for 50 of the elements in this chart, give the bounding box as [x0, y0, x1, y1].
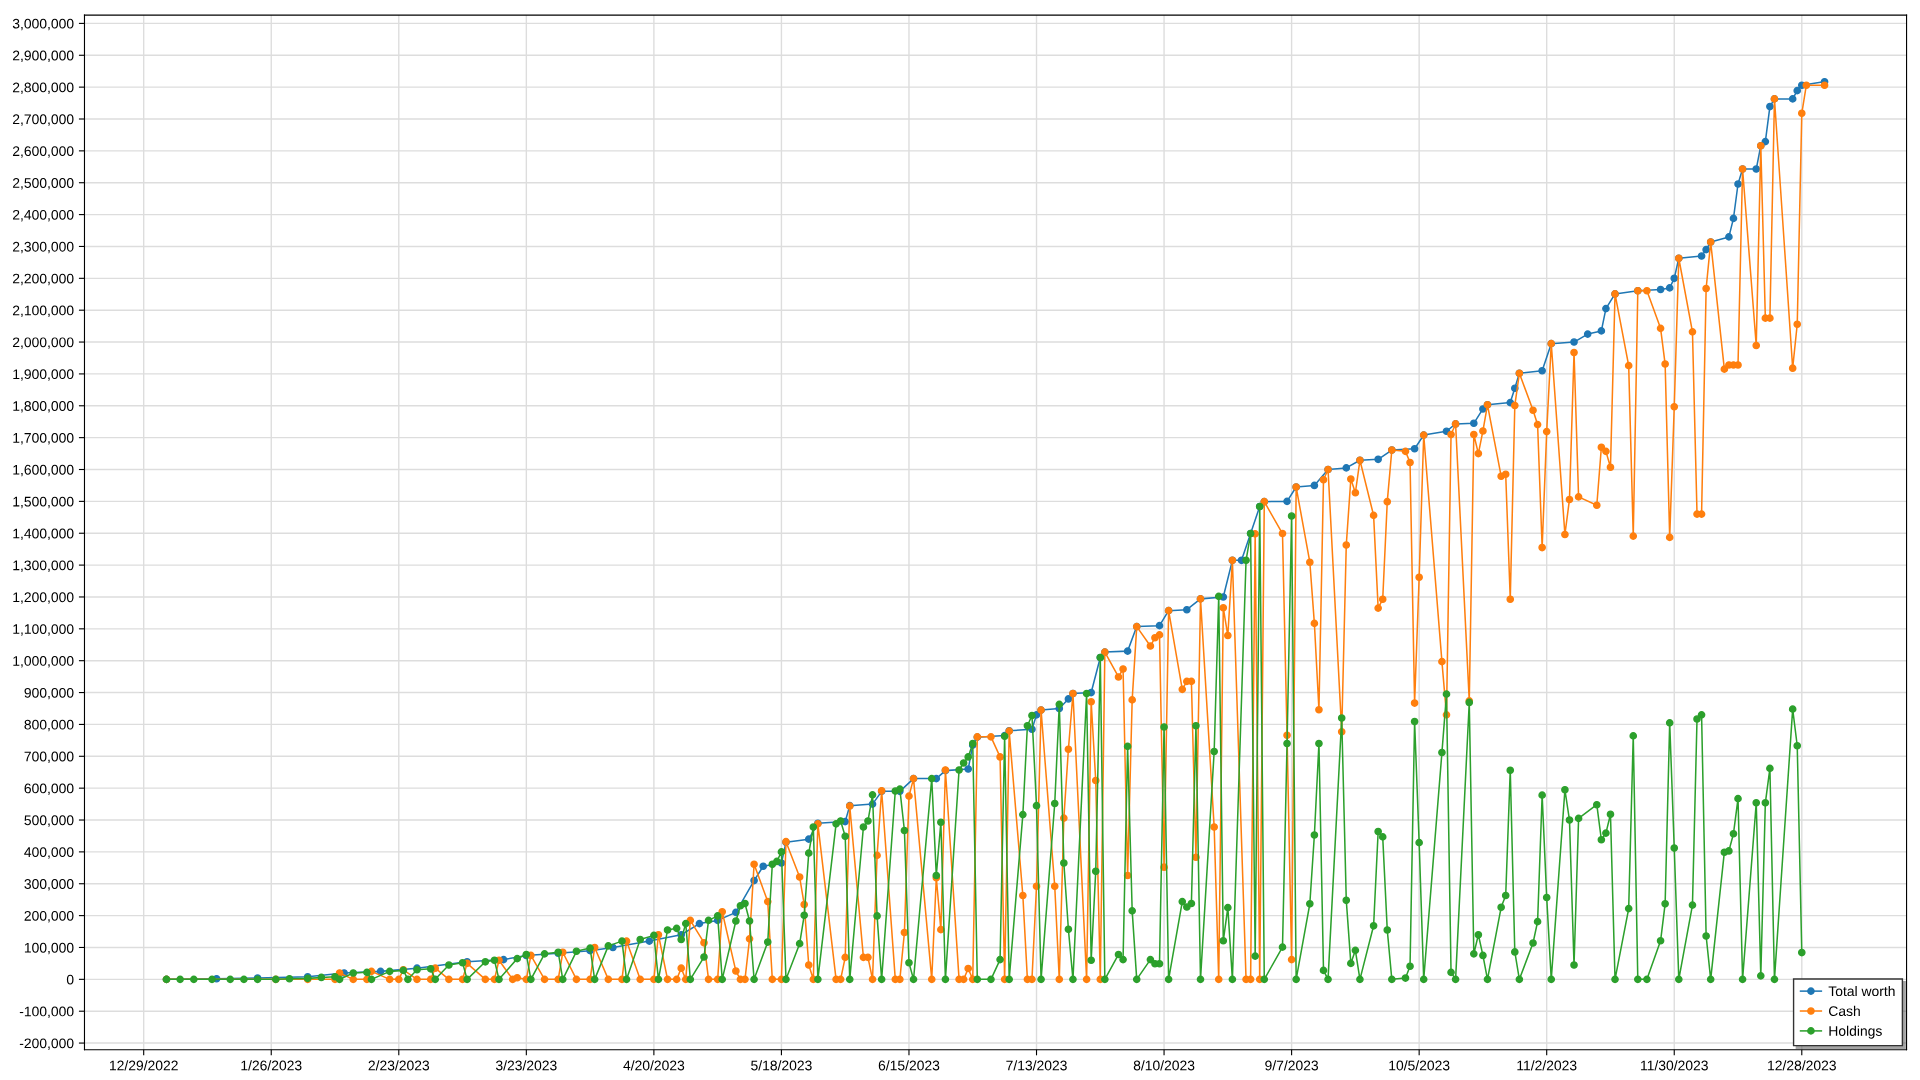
y-tick-label: 2,700,000	[12, 114, 74, 126]
x-tick-label: 12/28/2023	[1768, 1060, 1836, 1071]
x-tick-label: 11/30/2023	[1641, 1060, 1708, 1071]
y-tick-label: 2,200,000	[12, 273, 74, 286]
y-tick-label: 200,000	[24, 910, 74, 923]
y-tick-label: 300,000	[24, 879, 74, 891]
y-tick-label: 1,000,000	[13, 656, 74, 668]
y-tick-label: 2,100,000	[12, 305, 74, 317]
legend-label: Total worth	[1828, 985, 1895, 997]
y-tick-label: 3,000,000	[12, 18, 74, 31]
y-tick-label: 1,300,000	[13, 560, 74, 572]
y-tick-label: 600,000	[24, 783, 74, 795]
y-tick-label: 1,200,000	[13, 592, 74, 604]
y-tick-label: 400,000	[24, 847, 74, 859]
y-tick-label: 1,400,000	[13, 528, 74, 541]
x-tick-label: 5/18/2023	[751, 1060, 812, 1071]
x-tick-label: 10/5/2023	[1389, 1060, 1450, 1071]
x-tick-label: 8/10/2023	[1133, 1060, 1195, 1071]
y-tick-label: 0	[66, 974, 74, 985]
y-tick-label: 1,900,000	[13, 369, 74, 381]
y-tick-label: 700,000	[24, 751, 74, 764]
y-tick-label: 1,700,000	[13, 432, 74, 445]
y-tick-label: 2,400,000	[12, 209, 74, 222]
y-tick-label: 2,900,000	[12, 50, 74, 63]
y-tick-label: 2,800,000	[12, 82, 74, 94]
x-tick-label: 1/26/2023	[241, 1060, 302, 1071]
legend-label: Holdings	[1829, 1025, 1882, 1039]
y-tick-label: -200,000	[19, 1038, 74, 1050]
x-tick-label: 12/29/2022	[110, 1060, 178, 1071]
y-tick-label: 1,800,000	[13, 401, 74, 413]
legend-label: Cash	[1829, 1005, 1860, 1017]
y-tick-label: 2,300,000	[12, 241, 74, 254]
y-tick-label: 900,000	[24, 687, 74, 700]
y-tick-label: 2,600,000	[12, 146, 74, 158]
y-tick-label: 1,500,000	[13, 496, 74, 509]
y-tick-label: 800,000	[24, 719, 74, 732]
y-tick-label: 2,000,000	[12, 337, 74, 349]
y-tick-label: 2,500,000	[12, 178, 74, 190]
y-tick-label: 500,000	[24, 815, 74, 827]
x-tick-label: 2/23/2023	[368, 1060, 430, 1071]
x-tick-label: 9/7/2023	[1265, 1060, 1319, 1071]
y-tick-label: -100,000	[19, 1006, 74, 1019]
y-tick-label: 1,100,000	[13, 624, 74, 636]
x-tick-label: 7/13/2023	[1006, 1060, 1067, 1071]
x-tick-label: 6/15/2023	[878, 1060, 940, 1071]
x-tick-label: 4/20/2023	[623, 1060, 685, 1071]
x-tick-label: 11/2/2023	[1517, 1060, 1577, 1071]
y-tick-label: 1,600,000	[13, 464, 74, 477]
x-tick-label: 3/23/2023	[495, 1060, 557, 1071]
y-tick-label: 100,000	[24, 942, 74, 955]
